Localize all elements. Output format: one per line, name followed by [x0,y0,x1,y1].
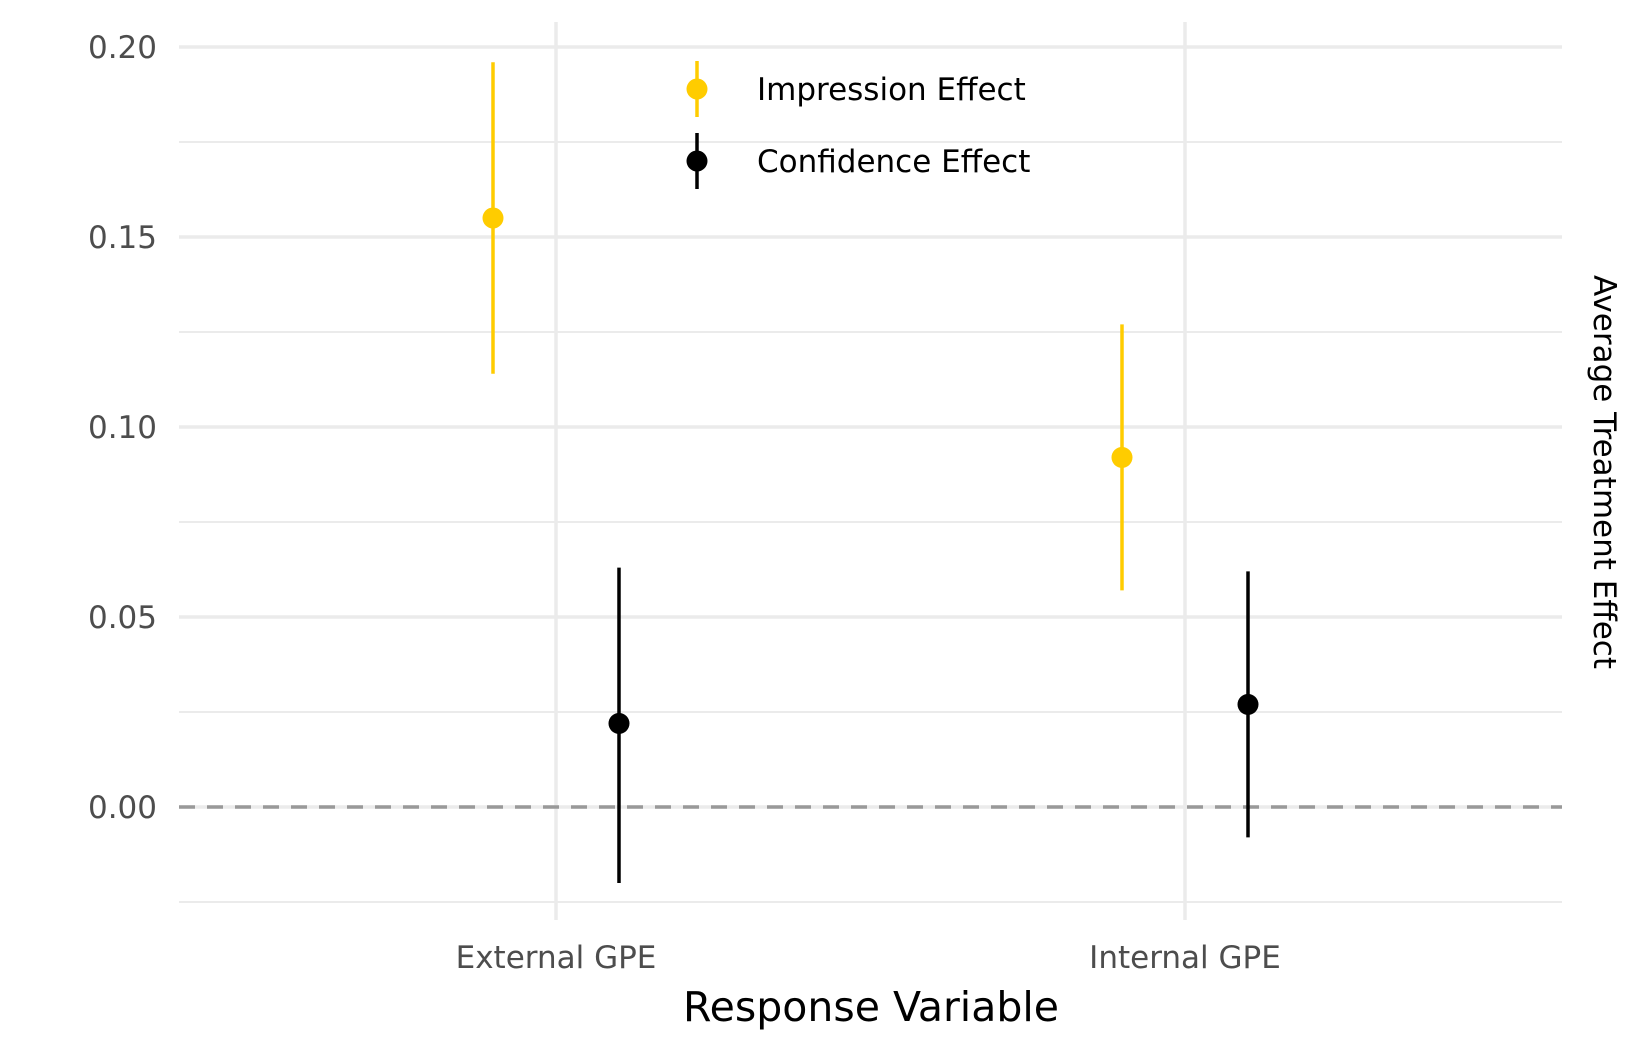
y-tick-label: 0.15 [88,220,157,256]
point-estimate [482,207,504,229]
legend-label: Confidence Effect [757,144,1030,180]
x-axis-title: Response Variable [683,983,1059,1031]
x-tick-label: External GPE [456,940,657,976]
legend-key-point [686,150,708,172]
point-estimate [608,712,630,734]
y-tick-label: 0.20 [88,30,157,66]
y-tick-label: 0.10 [88,410,157,446]
y-tick-label: 0.00 [88,790,157,826]
axes: 0.00 0.05 0.10 0.15 0.20 External GPE Internal… [88,30,1622,1031]
legend-label: Impression Effect [757,72,1026,108]
x-tick-label: Internal GPE [1089,940,1281,976]
data-layer [482,62,1259,883]
point-estimate [1111,446,1133,468]
point-estimate [1237,693,1259,715]
y-axis-title: Average Treatment Effect [1586,275,1622,669]
legend-key-point [686,78,708,100]
legend: Impression Effect Confidence Effect [686,61,1030,189]
y-tick-label: 0.05 [88,600,157,636]
